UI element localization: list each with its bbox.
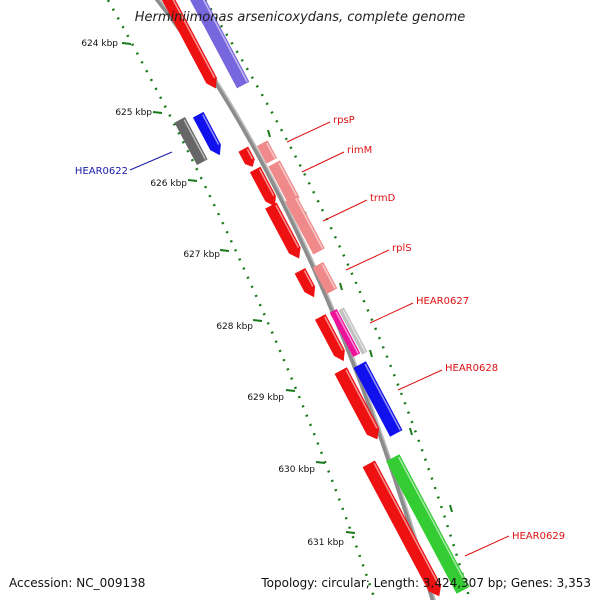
gene-leader-line [301,151,345,173]
gene-leader-line [322,199,368,222]
outer-track-tick [449,504,453,513]
gene-hear0622 [192,111,221,156]
gene-hear0629-cds [386,454,470,594]
gene-trmD-cds [285,195,325,255]
scale-tick-label: 624 kbp [81,39,118,49]
gene-hear0627-cds [329,309,361,357]
scale-tick-label: 626 kbp [150,179,187,189]
gene-hear0627 [314,314,345,362]
gene-hear0628 [334,367,380,440]
scale-tick [252,319,263,322]
gene-leader-line [397,369,443,391]
gene-rpsP [238,146,255,167]
scale-tick [219,249,230,252]
scale-tick [121,42,132,45]
gene-rplS [294,267,316,298]
gene-hear0628-cds [353,361,403,437]
scale-tick-label: 631 kbp [307,538,344,548]
gene-label: rplS [392,243,412,254]
genome-summary-text: Topology: circular; Length: 3,424,307 bp… [261,576,591,590]
gene-hear0629 [362,460,442,597]
scale-tick [187,179,198,182]
gene-trmD [265,202,301,259]
scale-tick [345,531,356,534]
outer-track-tick [267,129,271,138]
scale-tick [315,461,326,464]
scale-tick-label: 625 kbp [115,108,152,118]
gene-label: rimM [347,145,372,156]
gene-purple-top [180,0,250,89]
gene-leader-line [464,535,510,557]
gene-rpsP-cds [257,140,277,164]
gene-rplS-cds [312,261,338,295]
scale-tick-label: 627 kbp [183,250,220,260]
gene-hear0627-extra [338,307,368,355]
gene-label: trmD [370,193,396,204]
scale-dotted-track [106,0,377,601]
gene-rimM-cds [268,160,300,204]
scale-tick-label: 630 kbp [278,465,315,475]
scale-tick [285,389,296,392]
scale-tick-label: 629 kbp [247,393,284,403]
scale-tick-label: 628 kbp [216,322,253,332]
gene-label: HEAR0628 [445,363,498,374]
map-title: Herminiimonas arsenicoxydans, complete g… [134,10,466,25]
gene-rimM [249,166,276,207]
gene-red-top [158,0,217,89]
outer-track-tick [409,427,413,436]
accession-text: Accession: NC_009138 [9,576,146,590]
scale-tick [152,111,163,114]
gene-leader-line [369,302,414,324]
gene-leader-line [286,121,331,143]
gene-label: HEAR0627 [416,296,469,307]
outer-track-tick [369,349,373,358]
gene-leader-line [129,151,173,171]
gene-label: HEAR0629 [512,531,565,542]
outer-track-tick [339,282,343,291]
gene-leader-line [345,249,390,271]
gene-label: rpsP [333,115,355,126]
gene-hear0622-gray [174,116,208,166]
gene-label: HEAR0622 [75,166,128,177]
